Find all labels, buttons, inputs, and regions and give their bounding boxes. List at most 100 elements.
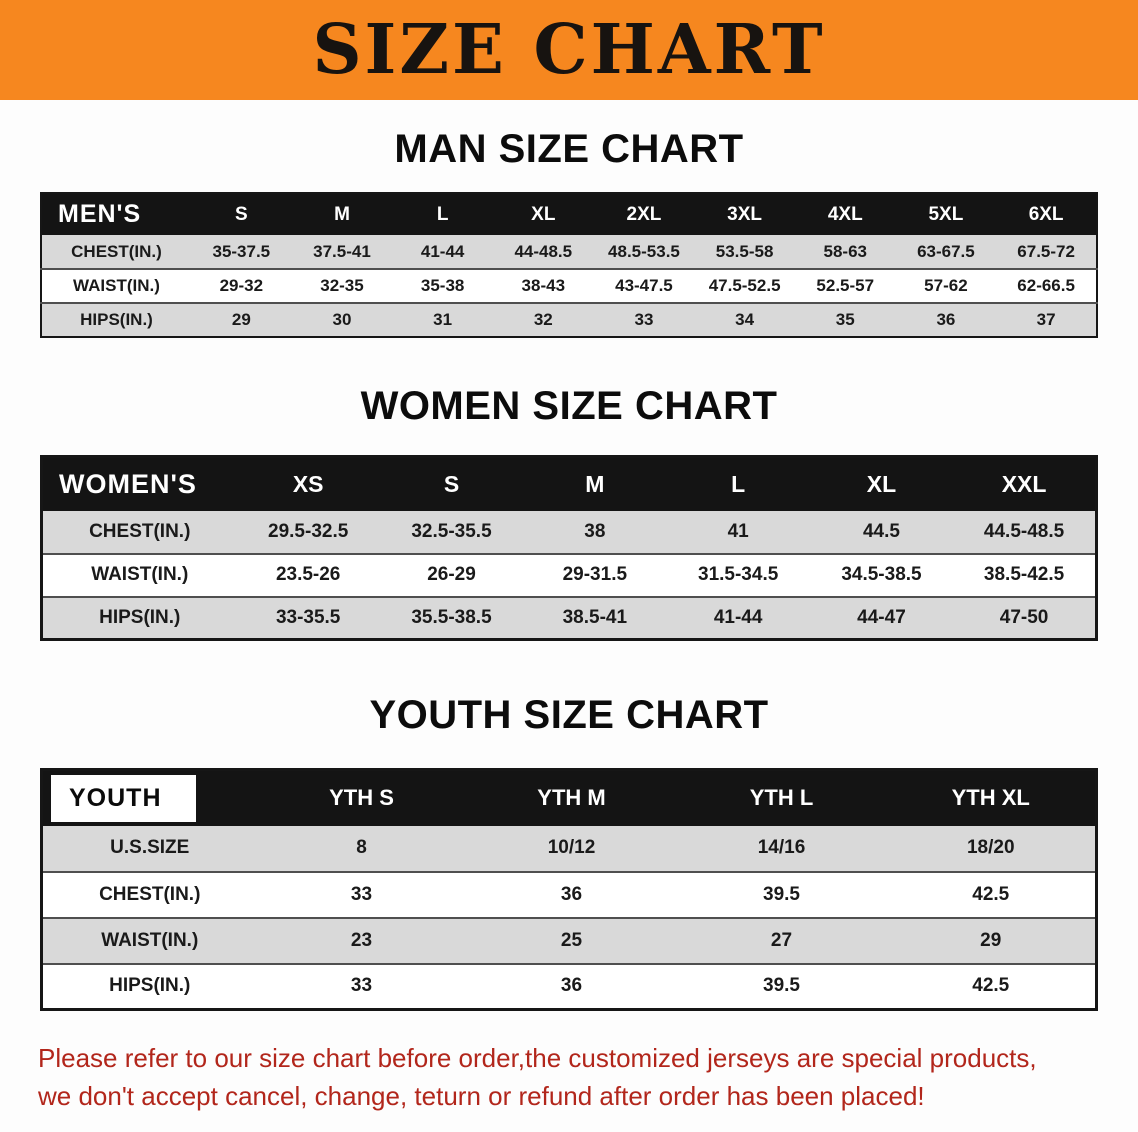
measurement-row-label: HIPS(IN.) <box>41 596 237 640</box>
size-table-row: CHEST(IN.) 33 36 39.5 42.5 <box>41 871 1097 919</box>
men-size-table: MEN'S S M L XL 2XL 3XL 4XL 5XL 6XL CHEST(IN.) 35-37… <box>40 192 1098 338</box>
size-value-cell: 38-43 <box>492 269 594 304</box>
size-value-cell: 44-47 <box>809 596 954 640</box>
size-table-row: HIPS(IN.) 33-35.5 35.5-38.5 38.5-41 41-44 44-… <box>41 596 1097 640</box>
size-column-header: M <box>523 456 667 511</box>
size-value-cell: 42.5 <box>886 963 1097 1010</box>
measurement-row-label: WAIST(IN.) <box>41 553 237 598</box>
size-value-cell: 35-37.5 <box>191 235 292 270</box>
disclaimer: Please refer to our size chart before or… <box>0 1041 1138 1114</box>
size-value-cell: 35-38 <box>392 269 493 304</box>
table-title-label: WOMEN'S <box>59 468 197 499</box>
size-column-header: S <box>379 456 524 511</box>
size-value-cell: 36 <box>466 871 677 919</box>
table-title-label: YOUTH <box>51 774 196 822</box>
measurement-row-label: CHEST(IN.) <box>41 871 257 919</box>
size-value-cell: 23.5-26 <box>236 553 380 598</box>
size-value-cell: 41 <box>666 510 810 555</box>
size-value-cell: 38.5-42.5 <box>953 553 1097 598</box>
size-column-header: YTH L <box>676 769 887 826</box>
size-value-cell: 35 <box>794 303 896 337</box>
size-column-header: XXL <box>953 456 1097 511</box>
size-value-cell: 14/16 <box>676 825 887 873</box>
size-column-header: L <box>392 193 493 235</box>
size-table-row: CHEST(IN.) 29.5-32.5 32.5-35.5 38 41 44.5 44.5… <box>41 510 1097 555</box>
size-value-cell: 41-44 <box>392 235 493 270</box>
size-column-header: 5XL <box>895 193 997 235</box>
size-column-header: YTH M <box>466 769 677 826</box>
youth-size-table: YOUTH YTH S YTH M YTH L YTH XL U.S.SIZE 8 10/12… <box>40 768 1098 1011</box>
size-value-cell: 63-67.5 <box>895 235 997 270</box>
size-table-header-row: YOUTH YTH S YTH M YTH L YTH XL <box>41 769 1097 826</box>
size-column-header: 3XL <box>694 193 795 235</box>
measurement-row-label: HIPS(IN.) <box>41 303 191 337</box>
size-table-row: CHEST(IN.) 35-37.5 37.5-41 41-44 44-48.5 48.5… <box>41 235 1097 270</box>
size-value-cell: 31.5-34.5 <box>666 553 810 598</box>
measurement-row-label: HIPS(IN.) <box>41 963 257 1010</box>
size-table-row: HIPS(IN.) 33 36 39.5 42.5 <box>41 963 1097 1010</box>
size-column-header: YTH XL <box>886 769 1097 826</box>
size-value-cell: 47.5-52.5 <box>694 269 795 304</box>
size-value-cell: 31 <box>392 303 493 337</box>
size-value-cell: 18/20 <box>886 825 1097 873</box>
size-value-cell: 32 <box>492 303 594 337</box>
size-value-cell: 62-66.5 <box>996 269 1097 304</box>
size-column-header: XS <box>236 456 380 511</box>
size-column-header: 4XL <box>794 193 896 235</box>
size-column-header: L <box>666 456 810 511</box>
size-value-cell: 33 <box>256 963 467 1010</box>
size-value-cell: 29 <box>886 917 1097 965</box>
table-title-cell: YOUTH <box>41 769 257 826</box>
size-column-header: S <box>191 193 292 235</box>
size-column-header: YTH S <box>256 769 467 826</box>
size-value-cell: 26-29 <box>379 553 524 598</box>
size-value-cell: 39.5 <box>676 871 887 919</box>
size-value-cell: 29.5-32.5 <box>236 510 380 555</box>
size-value-cell: 43-47.5 <box>593 269 695 304</box>
women-section-heading: WOMEN SIZE CHART <box>360 384 778 428</box>
size-table-header-row: MEN'S S M L XL 2XL 3XL 4XL 5XL 6XL <box>41 193 1097 235</box>
size-table-row: HIPS(IN.) 29 30 31 32 33 34 35 36 37 <box>41 303 1097 337</box>
size-value-cell: 37.5-41 <box>291 235 393 270</box>
size-table-row: WAIST(IN.) 23.5-26 26-29 29-31.5 31.5-34.5 34… <box>41 553 1097 598</box>
disclaimer-line-1: Please refer to our size chart before or… <box>38 1043 1037 1073</box>
measurement-row-label: CHEST(IN.) <box>41 510 237 555</box>
size-value-cell: 33-35.5 <box>236 596 380 640</box>
size-value-cell: 67.5-72 <box>996 235 1097 270</box>
size-value-cell: 39.5 <box>676 963 887 1010</box>
size-column-header: M <box>291 193 393 235</box>
size-value-cell: 34 <box>694 303 795 337</box>
size-value-cell: 53.5-58 <box>694 235 795 270</box>
size-value-cell: 36 <box>895 303 997 337</box>
disclaimer-line-2: we don't accept cancel, change, teturn o… <box>38 1081 925 1112</box>
measurement-row-label: U.S.SIZE <box>41 825 257 873</box>
size-value-cell: 32.5-35.5 <box>379 510 524 555</box>
size-value-cell: 35.5-38.5 <box>379 596 524 640</box>
youth-size-section: YOUTH SIZE CHART YOUTH YTH S YTH M YTH L YTH… <box>0 693 1138 1011</box>
banner: SIZE CHART <box>0 0 1138 100</box>
size-value-cell: 8 <box>256 825 467 873</box>
women-size-table: WOMEN'S XS S M L XL XXL CHEST(IN.) 29.5-32.5 32.5… <box>40 455 1098 641</box>
size-value-cell: 33 <box>593 303 695 337</box>
size-value-cell: 29 <box>191 303 292 337</box>
size-value-cell: 48.5-53.5 <box>593 235 695 270</box>
size-table-row: U.S.SIZE 8 10/12 14/16 18/20 <box>41 825 1097 873</box>
size-value-cell: 25 <box>466 917 677 965</box>
size-column-header: 6XL <box>996 193 1097 235</box>
size-table-header-row: WOMEN'S XS S M L XL XXL <box>41 456 1097 511</box>
size-value-cell: 32-35 <box>291 269 393 304</box>
table-title-label: MEN'S <box>58 200 142 228</box>
size-value-cell: 57-62 <box>895 269 997 304</box>
size-value-cell: 47-50 <box>953 596 1097 640</box>
size-value-cell: 30 <box>291 303 393 337</box>
size-value-cell: 44.5 <box>809 510 954 555</box>
size-value-cell: 38 <box>523 510 667 555</box>
women-size-section: WOMEN SIZE CHART WOMEN'S XS S M L XL XXL CHEST(… <box>0 384 1138 641</box>
size-value-cell: 44.5-48.5 <box>953 510 1097 555</box>
size-value-cell: 23 <box>256 917 467 965</box>
size-table-row: WAIST(IN.) 29-32 32-35 35-38 38-43 43-47.5 47.… <box>41 269 1097 304</box>
size-value-cell: 10/12 <box>466 825 677 873</box>
table-title-cell: WOMEN'S <box>41 456 237 511</box>
size-value-cell: 34.5-38.5 <box>809 553 954 598</box>
